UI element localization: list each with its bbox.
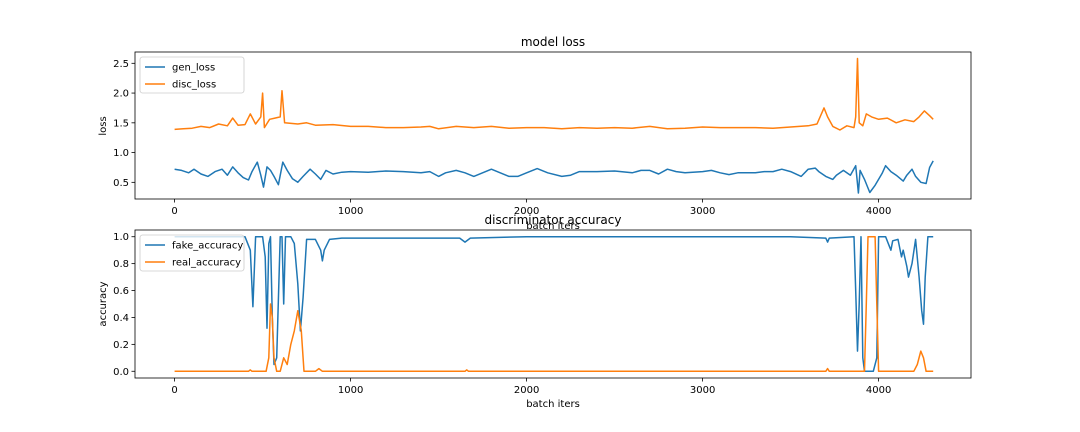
legend-box [139,234,245,272]
x-tick-label: 1000 [338,385,363,396]
accuracy-x-axis-label: batch iters [526,399,580,410]
y-tick-label: 0.6 [113,286,129,297]
y-tick-label: 2.5 [113,59,129,70]
disc-loss-line [174,57,934,131]
x-tick-label: 4000 [866,385,891,396]
y-tick-label: 0.5 [113,178,129,189]
legend-entry-disc-loss: disc_loss [172,80,216,91]
y-tick-label: 0.2 [113,340,129,351]
loss-series-lines [174,57,934,194]
loss-plot-area [134,51,972,200]
legend-entry-real-accuracy: real_accuracy [172,258,241,269]
legend-entry-fake-accuracy: fake_accuracy [172,241,243,252]
x-tick-label: 2000 [514,385,539,396]
accuracy-plot-area [134,229,972,379]
gen-loss-line [174,160,934,194]
x-tick-label: 2000 [514,206,539,217]
real-accuracy-line [174,235,934,373]
y-tick-label: 1.0 [113,232,129,243]
legend-box [139,56,245,94]
y-tick-label: 0.8 [113,259,129,270]
y-tick-label: 1.5 [113,118,129,129]
y-tick-label: 1.0 [113,148,129,159]
legend-entry-gen-loss: gen_loss [172,63,215,74]
loss-axis-ticks: 0 1000 2000 3000 4000 0.5 1.0 1.5 2.0 2.5 [113,59,891,217]
loss-plot-title: model loss [521,35,585,49]
accuracy-plot-panel: discriminator accuracy batch iters accur… [98,213,972,410]
loss-y-axis-label: loss [98,116,109,135]
x-tick-label: 3000 [690,206,715,217]
accuracy-plot-title: discriminator accuracy [485,213,622,227]
accuracy-legend: fake_accuracy real_accuracy [139,234,245,272]
x-tick-label: 1000 [338,206,363,217]
y-tick-label: 2.0 [113,89,129,100]
loss-plot-panel: model loss batch iters loss 0 1000 2000 300… [98,35,972,232]
loss-x-axis-label: batch iters [526,221,580,232]
y-tick-label: 0.0 [113,367,129,378]
loss-legend: gen_loss disc_loss [139,56,245,94]
accuracy-axis-ticks: 0 1000 2000 3000 4000 0.0 0.2 0.4 0.6 0.8 1.0 [113,232,891,396]
y-tick-label: 0.4 [113,313,129,324]
x-tick-label: 0 [171,385,177,396]
x-tick-label: 0 [171,206,177,217]
accuracy-series-lines [174,235,934,373]
x-tick-label: 4000 [866,206,891,217]
x-tick-label: 3000 [690,385,715,396]
accuracy-y-axis-label: accuracy [98,281,109,326]
